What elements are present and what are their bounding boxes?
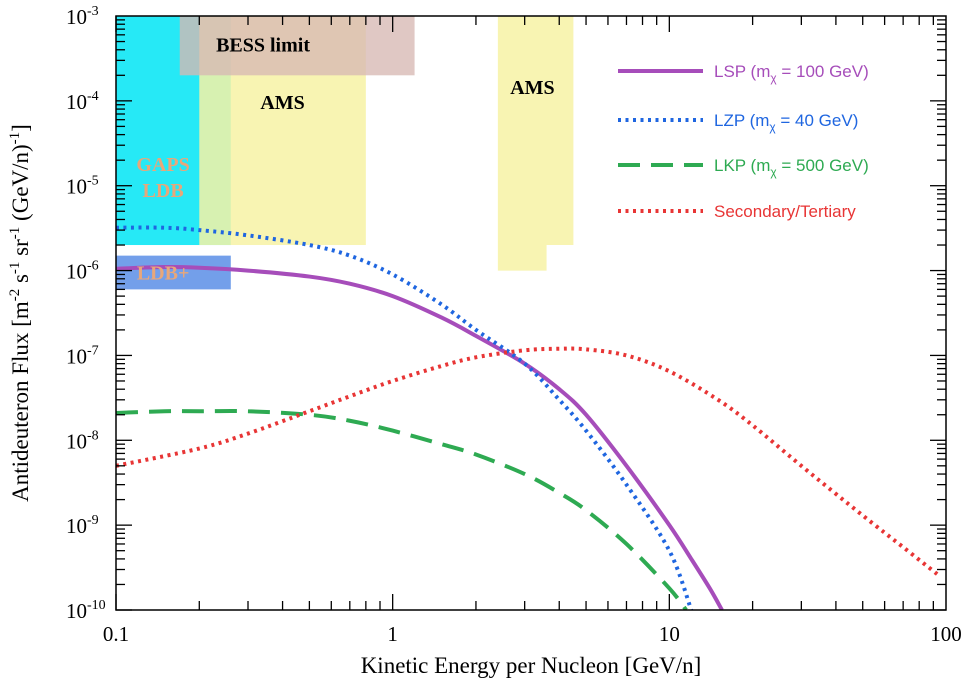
y-tick-label: 10-6 xyxy=(66,259,99,284)
y-tick-label: 10-9 xyxy=(66,513,99,538)
legend-label-1: LZP (mχ = 40 GeV) xyxy=(714,111,858,134)
y-tick-label: 10-4 xyxy=(66,89,99,114)
y-tick-label: 10-7 xyxy=(66,343,99,368)
axis-ticks xyxy=(115,16,946,611)
x-axis-title: Kinetic Energy per Nucleon [GeV/n] xyxy=(361,653,702,678)
legend-label-3: Secondary/Tertiary xyxy=(714,202,856,221)
region-ams-2-label: AMS xyxy=(260,92,304,114)
series-line-2 xyxy=(116,408,688,610)
series-line-0 xyxy=(116,265,724,610)
region-gaps-ldb-0-label: LDB xyxy=(143,180,184,202)
series-line-1 xyxy=(116,225,694,610)
region-ldb--1-label: LDB+ xyxy=(137,263,190,285)
y-tick-label: 10-8 xyxy=(66,428,99,453)
legend-label-2: LKP (mχ = 500 GeV) xyxy=(714,156,869,179)
y-axis-title: Antideuteron Flux [m-2 s-1 sr-1 (GeV/n)-… xyxy=(7,124,33,502)
region-ldb--1 xyxy=(116,255,231,290)
x-tick-label: 0.1 xyxy=(103,622,129,646)
y-tick-label: 10-10 xyxy=(66,598,106,623)
series-line-3 xyxy=(116,346,942,578)
legend: LSP (mχ = 100 GeV) LZP (mχ = 40 GeV) LKP (… xyxy=(618,62,869,221)
region-ams-3-label: AMS xyxy=(510,77,554,99)
y-tick-label: 10-5 xyxy=(66,174,99,199)
region-labels: GAPS LDB LDB+ AMS AMS BESS limit xyxy=(136,35,554,285)
x-tick-label: 1 xyxy=(387,622,398,646)
legend-label-0: LSP (mχ = 100 GeV) xyxy=(714,62,869,85)
tick-labels: 0.1 1 10 100 10-10 10-9 10-8 10-7 10-6 10-5 10-4 10… xyxy=(66,4,962,646)
region-gaps-ldb-0-label: GAPS xyxy=(136,154,189,176)
flux-curves xyxy=(116,225,942,610)
x-tick-label: 100 xyxy=(930,622,962,646)
plot-frame xyxy=(115,15,947,611)
detector-regions xyxy=(116,16,574,290)
y-tick-label: 10-3 xyxy=(66,4,99,29)
region-bess-limit-4-label: BESS limit xyxy=(216,35,310,57)
x-tick-label: 10 xyxy=(659,622,680,646)
region-ams-3 xyxy=(497,16,574,271)
region-bess-limit-4 xyxy=(179,16,415,76)
